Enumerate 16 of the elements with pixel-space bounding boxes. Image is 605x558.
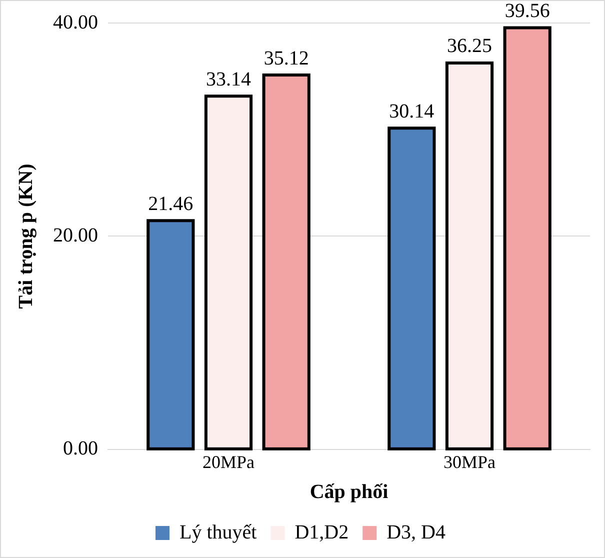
legend-label: Lý thuyết: [180, 521, 258, 544]
y-axis-title: Tải trọng p (KN): [15, 164, 38, 309]
x-tick-label: 20MPa: [202, 452, 255, 472]
data-label: 39.56: [504, 0, 550, 22]
data-label: 36.25: [447, 35, 492, 58]
y-tick-label: 40.00: [53, 11, 98, 34]
y-tick-label: 0.00: [63, 438, 98, 460]
data-label: 21.46: [148, 192, 194, 215]
x-tick-label: 30MPa: [443, 452, 496, 472]
data-label: 35.12: [264, 47, 309, 70]
data-label: 33.14: [206, 68, 251, 90]
y-tick-label: 20.00: [53, 224, 98, 246]
x-axis-title: Cấp phối: [310, 481, 389, 504]
legend-label: D1,D2: [294, 521, 349, 544]
legend-label: D3, D4: [386, 521, 446, 544]
data-label: 30.14: [389, 100, 434, 122]
